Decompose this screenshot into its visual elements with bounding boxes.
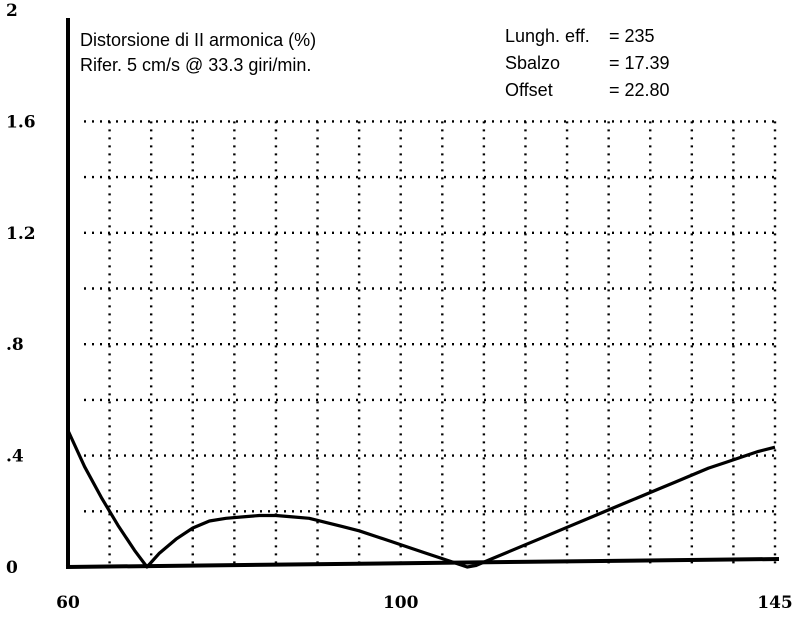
y-tick-label: 0 <box>6 558 18 578</box>
params-block: Lungh. eff. = 235 Sbalzo = 17.39 Offset … <box>505 26 670 100</box>
y-tick-label: 1.2 <box>6 224 36 244</box>
y-tick-label: .8 <box>6 335 24 355</box>
chart-title: Distorsione di II armonica (%) <box>80 30 316 50</box>
x-tick-label: 100 <box>383 593 419 613</box>
chart-subtitle: Rifer. 5 cm/s @ 33.3 giri/min. <box>80 55 311 75</box>
x-tick-labels: 60 100 145 <box>56 593 793 613</box>
series-line <box>66 429 776 569</box>
x-tick-label: 60 <box>56 593 80 613</box>
y-tick-labels: 0 .4 .8 1.2 1.6 2 <box>6 1 36 578</box>
param-label-offset: Offset <box>505 80 553 100</box>
param-value-sbalzo: = 17.39 <box>609 53 670 73</box>
axes <box>65 18 780 569</box>
param-value-offset: = 22.80 <box>609 80 670 100</box>
y-tick-label: .4 <box>6 447 24 467</box>
grid <box>84 120 777 567</box>
y-tick-label: 2 <box>6 1 18 21</box>
param-label-lungh: Lungh. eff. <box>505 26 590 46</box>
x-axis <box>65 557 780 569</box>
series <box>66 429 776 569</box>
param-value-lungh: = 235 <box>609 26 655 46</box>
x-tick-label: 145 <box>757 593 793 613</box>
y-tick-label: 1.6 <box>6 112 36 132</box>
param-label-sbalzo: Sbalzo <box>505 53 560 73</box>
